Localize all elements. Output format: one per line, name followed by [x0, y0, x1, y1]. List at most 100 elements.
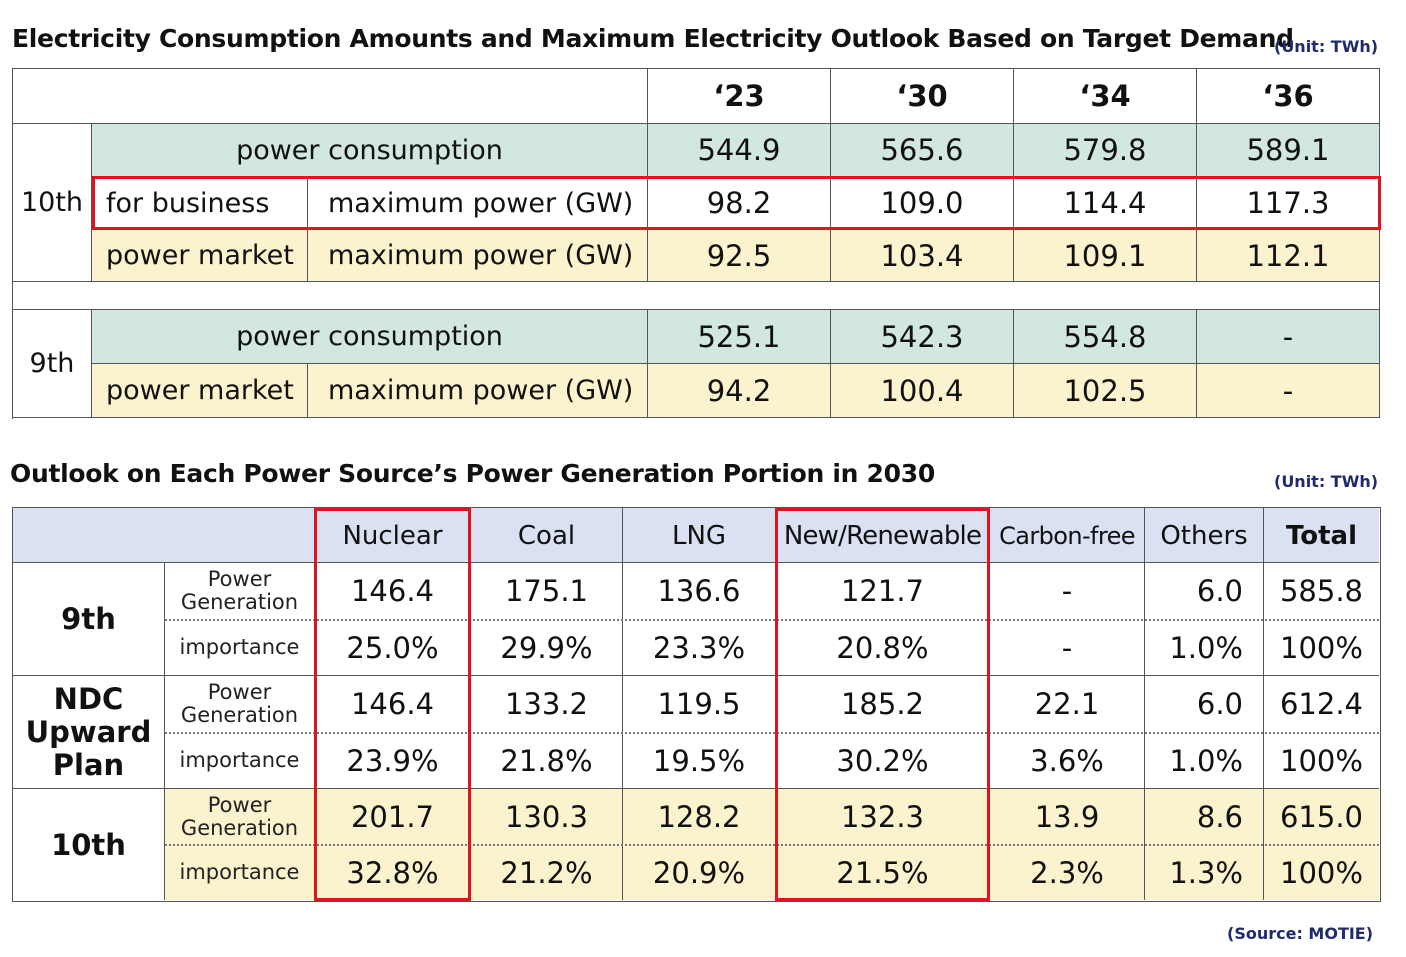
cell-value: 201.7 — [350, 799, 435, 834]
cell-value: 21.2% — [500, 855, 593, 890]
cell-value: 565.6 — [831, 124, 1014, 177]
row-label-power-line2: Generation — [180, 815, 299, 840]
cell-value: 21.5% — [836, 855, 929, 890]
row-label-power: Power Generation — [165, 563, 314, 619]
cell-value: 92.5 — [648, 230, 831, 282]
column-header-coal: Coal — [517, 520, 576, 551]
cell-value: 130.3 — [504, 799, 589, 834]
cell-value: 1.0% — [1169, 630, 1243, 665]
year-header: ‘34 — [1014, 69, 1197, 124]
cell-value: 6.0 — [1196, 687, 1243, 721]
spacer-row — [13, 282, 1380, 310]
row-label-power-line1: Power — [207, 567, 272, 591]
cell-value: 23.9% — [346, 743, 439, 778]
row-label-power: Power Generation — [165, 789, 314, 844]
cell-value: 121.7 — [840, 574, 925, 608]
cell-value: 94.2 — [648, 364, 831, 418]
group-label-9th: 9th — [61, 602, 116, 636]
group-label-ndc-line1: NDC — [53, 681, 124, 716]
cell-value: 175.1 — [504, 574, 589, 608]
year-header: ‘36 — [1197, 69, 1380, 124]
cell-value: 22.1 — [1034, 687, 1100, 721]
table2-title: Outlook on Each Power Source’s Power Gen… — [10, 459, 935, 488]
cell-value: 32.8% — [346, 855, 439, 890]
cell-value: 133.2 — [504, 687, 589, 721]
cell-value: 100% — [1280, 855, 1363, 890]
group-label-ndc-line2: Upward — [25, 714, 152, 749]
cell-value: 23.3% — [652, 630, 746, 665]
cell-value: 112.1 — [1197, 230, 1380, 282]
cell-value: 19.5% — [652, 743, 746, 778]
cell-value: 103.4 — [831, 230, 1014, 282]
row-label: for business — [92, 177, 308, 230]
cell-value: - — [1061, 574, 1073, 608]
cell-value: 117.3 — [1197, 177, 1380, 230]
source-note: (Source: MOTIE) — [1227, 924, 1374, 943]
cell-value: 132.3 — [840, 799, 925, 834]
cell-value: 25.0% — [346, 630, 439, 665]
cell-value: 109.0 — [831, 177, 1014, 230]
column-header-lng: LNG — [671, 520, 727, 551]
group-label-ndc: NDC Upward Plan — [13, 676, 164, 788]
table1-unit: (Unit: TWh) — [1274, 37, 1379, 56]
row-label: power consumption — [92, 310, 648, 364]
header-blank — [13, 69, 648, 124]
cell-value: 3.6% — [1030, 743, 1104, 778]
cell-value: 102.5 — [1014, 364, 1197, 418]
cell-value: 100% — [1280, 743, 1363, 778]
column-header-others: Others — [1160, 520, 1248, 551]
cell-value: 109.1 — [1014, 230, 1197, 282]
year-header: ‘23 — [648, 69, 831, 124]
cell-value: 30.2% — [836, 743, 929, 778]
row-label-importance: importance — [179, 635, 300, 659]
group-label-10th: 10th — [51, 827, 126, 862]
row-label: power consumption — [92, 124, 648, 177]
cell-value: 544.9 — [648, 124, 831, 177]
cell-value: 20.9% — [652, 855, 746, 890]
cell-value: 579.8 — [1014, 124, 1197, 177]
cell-value: 128.2 — [657, 799, 741, 834]
cell-value: - — [1061, 630, 1073, 665]
cell-value: 554.8 — [1014, 310, 1197, 364]
column-header-renewable: New/Renewable — [783, 520, 982, 551]
row-sublabel: maximum power (GW) — [308, 230, 648, 282]
cell-value: 100% — [1280, 630, 1363, 665]
cell-value: 29.9% — [500, 630, 593, 665]
column-header-carbon-free: Carbon-free — [999, 521, 1135, 550]
row-label-power-line2: Generation — [180, 703, 299, 727]
cell-value: - — [1197, 310, 1380, 364]
group-label-9th: 9th — [13, 310, 92, 418]
row-label-importance: importance — [179, 748, 300, 772]
row-label: power market — [92, 230, 308, 282]
row-label-power-line2: Generation — [180, 590, 299, 614]
row-sublabel: maximum power (GW) — [308, 364, 648, 418]
row-label-importance: importance — [179, 860, 300, 884]
cell-value: 114.4 — [1014, 177, 1197, 230]
cell-value: 185.2 — [840, 687, 925, 721]
table1-title: Electricity Consumption Amounts and Maxi… — [12, 24, 1294, 53]
cell-value: 525.1 — [648, 310, 831, 364]
cell-value: 8.6 — [1196, 799, 1243, 834]
cell-value: 1.0% — [1169, 743, 1243, 778]
cell-value: 6.0 — [1196, 574, 1243, 608]
cell-value: 2.3% — [1030, 855, 1104, 890]
cell-value: 136.6 — [657, 574, 741, 608]
cell-value: 100.4 — [831, 364, 1014, 418]
cell-value: 13.9 — [1034, 799, 1100, 834]
column-header-nuclear: Nuclear — [342, 520, 443, 551]
cell-value: 21.8% — [500, 743, 593, 778]
cell-value: 1.3% — [1169, 855, 1243, 890]
cell-value: 585.8 — [1279, 574, 1364, 608]
cell-value: 542.3 — [831, 310, 1014, 364]
cell-value: 612.4 — [1279, 687, 1364, 721]
cell-value: 119.5 — [657, 687, 741, 721]
cell-value: 615.0 — [1279, 799, 1364, 834]
row-label-power: Power Generation — [165, 676, 314, 732]
cell-value: 589.1 — [1197, 124, 1380, 177]
cell-value: - — [1197, 364, 1380, 418]
cell-value: 98.2 — [648, 177, 831, 230]
cell-value: 146.4 — [350, 574, 435, 608]
header-row — [13, 508, 1379, 563]
year-header: ‘30 — [831, 69, 1014, 124]
cell-value: 20.8% — [836, 630, 929, 665]
